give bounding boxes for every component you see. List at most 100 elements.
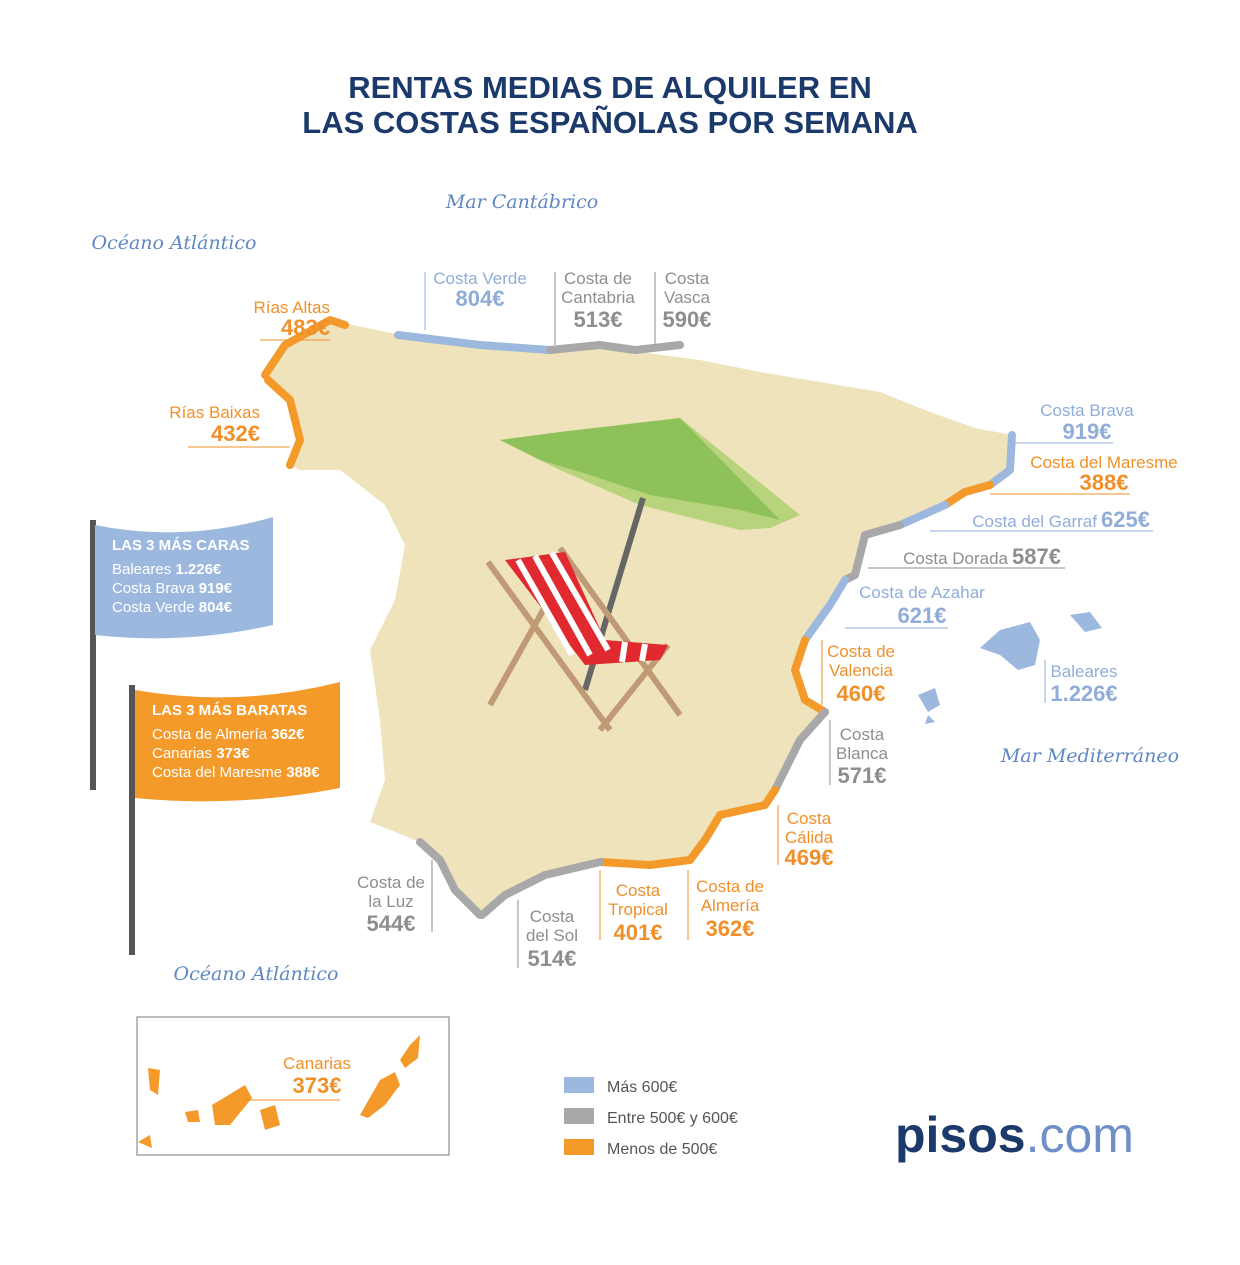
flag-item-price: 362€ — [271, 726, 305, 743]
mainland — [265, 320, 1012, 915]
logo: pisos.com — [895, 1107, 1134, 1163]
coast-price: 483€ — [281, 315, 330, 340]
coast-name: Costa — [530, 907, 575, 926]
flag-item-price: 919€ — [199, 580, 233, 597]
coast-price: 401€ — [614, 920, 663, 945]
flag-item: Costa Brava 919€ — [112, 580, 233, 597]
coast-name: del Sol — [526, 926, 578, 945]
coast-price: 621€ — [898, 603, 947, 628]
coast-name: Costa — [787, 809, 832, 828]
coast-segment — [791, 636, 829, 716]
coast-name: Costa de — [564, 269, 632, 288]
coast-segment — [896, 501, 949, 529]
flag-item-price: 388€ — [286, 764, 320, 781]
coast-price: 1.226€ — [1050, 681, 1117, 706]
flag-title: LAS 3 MÁS CARAS — [112, 537, 250, 554]
flag-item-name: Costa Brava — [112, 580, 195, 597]
coast-name: Costa del Garraf — [972, 512, 1097, 531]
flag-item: Costa Verde 804€ — [112, 599, 233, 616]
flag — [135, 682, 340, 802]
coast-price: 590€ — [663, 307, 712, 332]
coast-name: Tropical — [608, 900, 668, 919]
coast-price: 919€ — [1063, 419, 1112, 444]
coast-name: Almería — [701, 896, 760, 915]
coast-name: Valencia — [829, 661, 893, 680]
coast-price: 513€ — [574, 307, 623, 332]
coast-price: 469€ — [785, 845, 834, 870]
island — [138, 1035, 420, 1148]
coast-name: Canarias — [283, 1054, 351, 1073]
coast-segment — [801, 576, 849, 644]
coast-price: 514€ — [528, 946, 577, 971]
coast-segment — [264, 376, 304, 469]
umbrella-shade — [500, 418, 780, 520]
flag-item-name: Costa Verde — [112, 599, 195, 616]
coast-name: Cantabria — [561, 288, 635, 307]
coast-name: Costa Dorada — [903, 549, 1008, 568]
flag-item: Costa de Almería 362€ — [152, 726, 305, 743]
flag-item-name: Costa de Almería — [152, 726, 268, 743]
legend-swatch — [564, 1077, 594, 1093]
coast-segment — [394, 331, 554, 354]
chair-stripes — [515, 551, 648, 663]
coast-price: 388€ — [1080, 470, 1129, 495]
inset-frame — [136, 1016, 450, 1156]
coast-name: Costa — [665, 269, 710, 288]
coast-name: Costa del Maresme — [1030, 453, 1177, 472]
flag-item-price: 1.226€ — [175, 561, 222, 578]
sea-label: Océano Atlántico — [92, 232, 257, 254]
coast-name: Rías Baixas — [169, 403, 260, 422]
coast-name: Costa de — [696, 877, 764, 896]
sea-label: Mar Mediterráneo — [1000, 745, 1179, 767]
coast-name: Baleares — [1050, 662, 1117, 681]
title: LAS COSTAS ESPAÑOLAS POR SEMANA — [302, 105, 917, 140]
coast-price: 571€ — [838, 763, 887, 788]
flag-item: Canarias 373€ — [152, 745, 250, 762]
coast-price: 460€ — [837, 681, 886, 706]
flag — [95, 517, 273, 639]
coast-price: 625€ — [1101, 507, 1150, 532]
legend-label: Entre 500€ y 600€ — [607, 1110, 738, 1127]
flag-item-price: 804€ — [199, 599, 233, 616]
sea-label: Mar Cantábrico — [445, 191, 598, 213]
coast-name: Costa — [616, 881, 661, 900]
legend-label: Más 600€ — [607, 1079, 677, 1096]
flag-item: Baleares 1.226€ — [112, 561, 222, 578]
coast-segment — [596, 858, 654, 869]
coast-price: 544€ — [367, 911, 416, 936]
flag-title: LAS 3 MÁS BARATAS — [152, 702, 307, 719]
coast-segment — [546, 341, 639, 354]
coast-segment — [478, 858, 604, 919]
legend-swatch — [564, 1108, 594, 1124]
flag-item-name: Costa del Maresme — [152, 764, 282, 781]
logo-suffix: .com — [1026, 1107, 1134, 1163]
legend-swatch — [564, 1139, 594, 1155]
coast-name: la Luz — [368, 892, 413, 911]
flag-item-name: Baleares — [112, 561, 171, 578]
coast-name: Vasca — [664, 288, 711, 307]
coast-name: Costa — [840, 725, 885, 744]
coast-name: Costa Brava — [1040, 401, 1134, 420]
coast-segment — [646, 836, 709, 869]
coast-segment — [261, 316, 349, 379]
flag-item-price: 373€ — [216, 745, 250, 762]
logo-brand: pisos — [895, 1107, 1026, 1163]
sea-label: Océano Atlántico — [174, 963, 339, 985]
flag-item: Costa del Maresme 388€ — [152, 764, 320, 781]
coast-segment — [701, 786, 779, 844]
coast-name: Costa Verde — [433, 269, 527, 288]
title: RENTAS MEDIAS DE ALQUILER EN — [348, 70, 872, 105]
coast-price: 432€ — [211, 421, 260, 446]
coast-segment — [631, 341, 684, 354]
coast-segment — [986, 431, 1016, 489]
coast-segment — [941, 481, 994, 509]
coast-name: Blanca — [836, 744, 889, 763]
coast-name: Cálida — [785, 828, 834, 847]
coast-price: 587€ — [1012, 544, 1061, 569]
legend-label: Menos de 500€ — [607, 1141, 717, 1158]
coast-price: 362€ — [706, 916, 755, 941]
coast-name: Rías Altas — [253, 298, 330, 317]
coast-price: 373€ — [293, 1073, 342, 1098]
coast-name: Costa de — [827, 642, 895, 661]
